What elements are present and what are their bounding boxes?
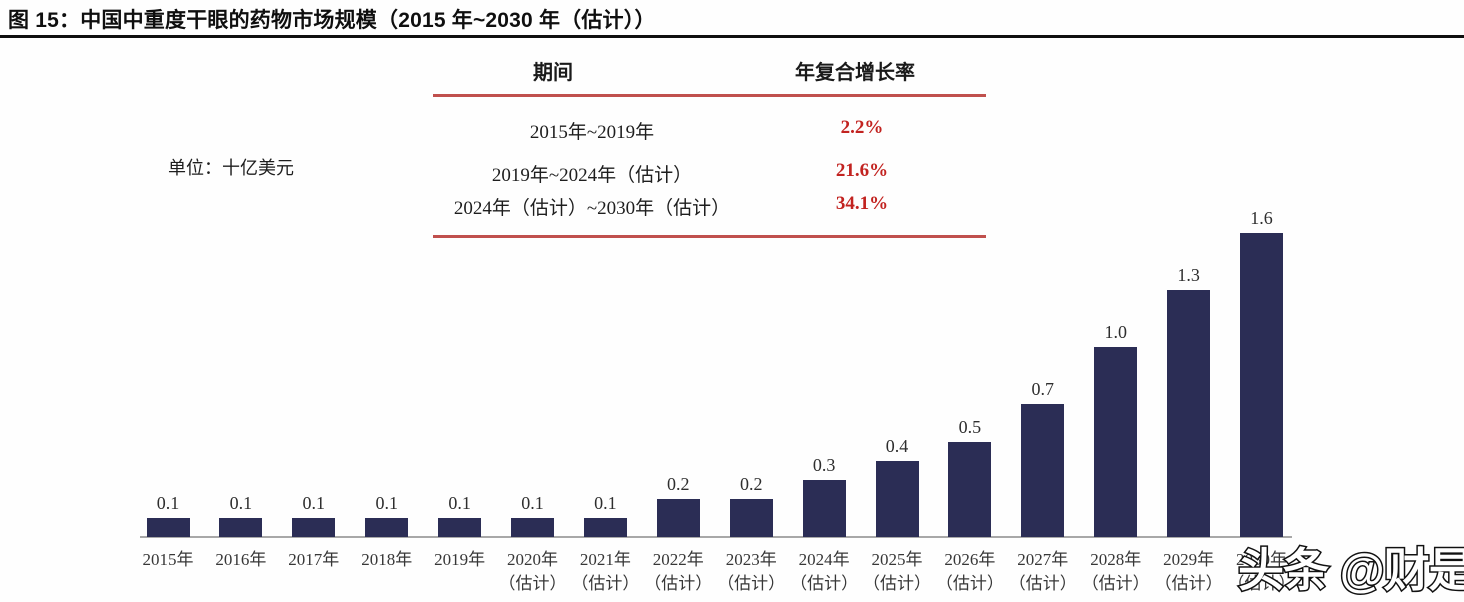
bar-value-label: 0.4 [885, 436, 909, 456]
x-tick-label: 2016年 [215, 550, 267, 569]
watermark-toutiao: 头条 @财是 [1237, 543, 1464, 598]
bar [1240, 233, 1283, 537]
x-tick-estimate-note: （估计） [717, 574, 786, 593]
bar [1167, 290, 1211, 537]
bar [948, 442, 992, 537]
bar-value-label: 0.1 [375, 493, 398, 513]
x-tick-estimate-note: （估计） [1081, 574, 1150, 593]
bar [511, 518, 554, 537]
table-row-cagr: 2.2% [840, 117, 884, 138]
x-tick-label: 2027年 [1017, 550, 1069, 569]
table-row-period: 2019年~2024年（估计） [491, 165, 693, 186]
bar-value-label: 0.1 [229, 493, 253, 513]
x-tick-label: 2026年 [944, 550, 996, 569]
bar-value-label: 0.1 [521, 493, 544, 513]
bar-value-label: 0.1 [448, 493, 471, 513]
x-tick-label: 2030年 [1236, 550, 1287, 569]
x-tick-label: 2015年 [142, 550, 194, 569]
table-bottom-rule [433, 235, 986, 238]
figure-title: 图 15：中国中重度干眼的药物市场规模（2015 年~2030 年（估计）） [8, 9, 656, 32]
x-tick-label: 2017年 [288, 550, 340, 569]
bar [365, 518, 409, 537]
table-row-period: 2024年（估计）~2030年（估计） [453, 198, 731, 219]
x-tick-label: 2023年 [725, 550, 777, 569]
table-row-cagr: 34.1% [835, 193, 889, 214]
bar [146, 518, 190, 537]
bar-value-label: 0.3 [812, 455, 836, 475]
bar-value-label: 0.7 [1031, 379, 1055, 399]
unit-label: 单位：十亿美元 [168, 158, 294, 178]
x-tick-estimate-note: （估计） [935, 574, 1004, 593]
x-tick-label: 2018年 [361, 550, 413, 569]
x-tick-estimate-note: （估计） [498, 574, 567, 593]
table-row-period: 2015年~2019年 [529, 122, 655, 143]
bar-value-label: 0.2 [739, 474, 763, 494]
bar [1094, 347, 1138, 537]
x-tick-estimate-note: （估计） [863, 574, 931, 593]
table-header-period: 期间 [533, 62, 573, 84]
bar [219, 518, 263, 537]
x-tick-label: 2029年 [1163, 550, 1215, 569]
bar-value-label: 0.1 [302, 493, 326, 513]
x-tick-label: 2028年 [1090, 550, 1142, 569]
bar-value-label: 0.1 [594, 493, 617, 513]
title-underline [0, 35, 1464, 38]
bar-value-label: 0.5 [958, 417, 982, 437]
x-axis-line [140, 536, 1292, 538]
x-tick-estimate-note: （估计） [644, 574, 713, 593]
bar-value-label: 1.0 [1104, 322, 1127, 342]
x-tick-label: 2019年 [434, 550, 486, 569]
table-header-cagr: 年复合增长率 [795, 62, 915, 84]
bar [875, 461, 919, 537]
bar [292, 518, 336, 537]
x-tick-label: 2022年 [652, 550, 704, 569]
bar [1021, 404, 1065, 537]
bar-value-label: 1.6 [1250, 208, 1273, 228]
bar [729, 499, 773, 537]
x-tick-estimate-note: （估计） [1227, 574, 1296, 593]
bar [656, 499, 700, 537]
x-tick-estimate-note: （估计） [1154, 574, 1223, 593]
x-tick-label: 2025年 [871, 550, 923, 569]
bar-value-label: 0.2 [667, 474, 690, 494]
x-tick-estimate-note: （估计） [1008, 574, 1077, 593]
bar [802, 480, 846, 537]
x-tick-estimate-note: （估计） [571, 574, 640, 593]
bar-value-label: 1.3 [1177, 265, 1200, 285]
bar-value-label: 0.1 [156, 493, 180, 513]
x-tick-estimate-note: （估计） [790, 574, 859, 593]
bar [438, 518, 482, 537]
bar [583, 518, 627, 537]
x-tick-label: 2020年 [507, 550, 558, 569]
x-tick-label: 2024年 [798, 550, 850, 569]
table-row-cagr: 21.6% [835, 160, 889, 181]
table-top-rule [433, 94, 986, 97]
x-tick-label: 2021年 [579, 550, 631, 569]
